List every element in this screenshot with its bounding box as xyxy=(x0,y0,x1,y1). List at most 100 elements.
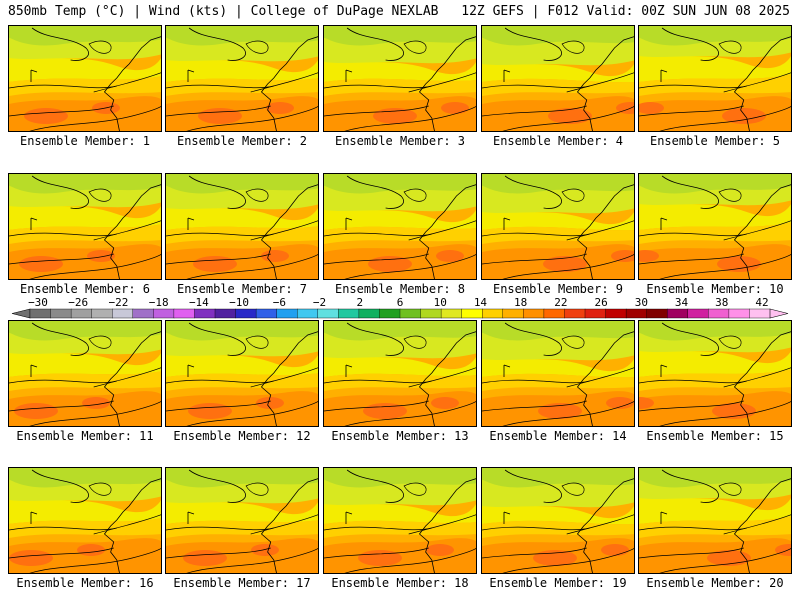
colorbar-segment xyxy=(440,308,463,319)
temperature-field-map xyxy=(639,321,791,426)
ensemble-member-label: Ensemble Member: 13 xyxy=(331,429,469,443)
ensemble-member-map-11 xyxy=(8,320,162,427)
temperature-field-map xyxy=(482,174,634,279)
ensemble-member-label: Ensemble Member: 9 xyxy=(492,282,624,296)
colorbar-segment xyxy=(112,308,134,319)
ensemble-member-label: Ensemble Member: 1 xyxy=(19,134,151,148)
colorbar-segment xyxy=(132,308,154,319)
colorbar-segment xyxy=(91,308,113,319)
colorbar-tick-label: 42 xyxy=(755,296,768,309)
header-valid-time: 12Z GEFS | F012 Valid: 00Z SUN JUN 08 20… xyxy=(461,4,790,19)
temperature-colorbar: −30 −26 −22 −18 −14 −10 −6 −2 2 6 10 14 18 22 26 30 34 38… xyxy=(11,296,789,319)
colorbar-segment xyxy=(153,308,175,319)
colorbar-segment xyxy=(708,308,730,319)
temperature-field-map xyxy=(9,321,161,426)
colorbar-tick-label: 6 xyxy=(397,296,404,309)
colorbar-segment xyxy=(625,308,648,319)
colorbar-segment xyxy=(646,308,668,319)
temperature-field-map xyxy=(9,174,161,279)
colorbar-segment xyxy=(358,308,380,319)
colorbar-segment xyxy=(564,308,586,319)
temperature-field-map xyxy=(166,321,318,426)
temperature-field-map xyxy=(639,468,791,573)
temperature-field-map xyxy=(166,468,318,573)
ensemble-member-map-12 xyxy=(165,320,319,427)
temperature-field-map xyxy=(166,26,318,131)
colorbar-segment xyxy=(543,308,565,319)
colorbar-segment xyxy=(70,308,93,319)
colorbar-segment xyxy=(482,308,504,319)
header-title: 850mb Temp (°C) | Wind (kts) | College o… xyxy=(8,4,439,19)
ensemble-member-label: Ensemble Member: 16 xyxy=(16,576,154,590)
ensemble-member-map-15 xyxy=(638,320,792,427)
temperature-field-map xyxy=(166,174,318,279)
colorbar-tick-label: −14 xyxy=(189,296,209,309)
ensemble-member-map-3 xyxy=(323,25,477,132)
ensemble-member-label: Ensemble Member: 8 xyxy=(334,282,466,296)
ensemble-member-label: Ensemble Member: 20 xyxy=(646,576,784,590)
temperature-field-map xyxy=(482,26,634,131)
temperature-field-map xyxy=(324,26,476,131)
colorbar-tick-label: −2 xyxy=(313,296,326,309)
ensemble-member-map-4 xyxy=(481,25,635,132)
colorbar-segment xyxy=(379,308,401,319)
colorbar-tick-label: 26 xyxy=(594,296,607,309)
temperature-field-map xyxy=(9,26,161,131)
temperature-field-map xyxy=(482,468,634,573)
temperature-field-map xyxy=(482,321,634,426)
colorbar-right-arrow xyxy=(769,308,789,319)
temperature-field-map xyxy=(9,468,161,573)
colorbar-segment xyxy=(605,308,627,319)
colorbar-segment xyxy=(728,308,750,319)
ensemble-member-map-20 xyxy=(638,467,792,574)
ensemble-member-map-16 xyxy=(8,467,162,574)
ensemble-member-map-18 xyxy=(323,467,477,574)
colorbar-tick-label: 22 xyxy=(554,296,567,309)
ensemble-member-map-8 xyxy=(323,173,477,280)
colorbar-segment xyxy=(173,308,195,319)
ensemble-member-label: Ensemble Member: 7 xyxy=(176,282,308,296)
colorbar-segment xyxy=(317,308,339,319)
colorbar-segment xyxy=(461,308,483,319)
ensemble-member-map-5 xyxy=(638,25,792,132)
colorbar-tick-label: 30 xyxy=(635,296,648,309)
ensemble-member-label: Ensemble Member: 10 xyxy=(646,282,784,296)
colorbar-segment xyxy=(399,308,422,319)
ensemble-member-map-9 xyxy=(481,173,635,280)
colorbar-tick-label: 38 xyxy=(715,296,728,309)
colorbar-segment xyxy=(584,308,607,319)
ensemble-member-label: Ensemble Member: 17 xyxy=(173,576,311,590)
ensemble-member-map-17 xyxy=(165,467,319,574)
ensemble-member-label: Ensemble Member: 2 xyxy=(176,134,308,148)
colorbar-segment xyxy=(523,308,545,319)
ensemble-member-map-2 xyxy=(165,25,319,132)
temperature-field-map xyxy=(639,26,791,131)
ensemble-member-label: Ensemble Member: 6 xyxy=(19,282,151,296)
ensemble-member-map-7 xyxy=(165,173,319,280)
colorbar-segment xyxy=(276,308,298,319)
colorbar-tick-label: 10 xyxy=(434,296,447,309)
colorbar-segment xyxy=(338,308,360,319)
colorbar-segment xyxy=(214,308,237,319)
colorbar-tick-label: −18 xyxy=(149,296,169,309)
ensemble-member-map-19 xyxy=(481,467,635,574)
ensemble-member-label: Ensemble Member: 12 xyxy=(173,429,311,443)
colorbar-segment xyxy=(749,308,771,319)
colorbar-tick-label: 34 xyxy=(675,296,689,309)
colorbar-tick-label: −22 xyxy=(109,296,129,309)
ensemble-member-map-1 xyxy=(8,25,162,132)
colorbar-left-arrow xyxy=(11,308,31,319)
temperature-field-map xyxy=(324,468,476,573)
ensemble-member-label: Ensemble Member: 3 xyxy=(334,134,466,148)
ensemble-member-map-13 xyxy=(323,320,477,427)
temperature-field-map xyxy=(639,174,791,279)
colorbar-segment xyxy=(29,308,52,319)
ensemble-member-label: Ensemble Member: 18 xyxy=(331,576,469,590)
colorbar-tick-label: −10 xyxy=(229,296,249,309)
ensemble-member-map-14 xyxy=(481,320,635,427)
colorbar-segment xyxy=(235,308,257,319)
colorbar-tick-label: −6 xyxy=(273,296,286,309)
ensemble-member-map-6 xyxy=(8,173,162,280)
colorbar-tick-label: 18 xyxy=(514,296,527,309)
colorbar-segment xyxy=(420,308,442,319)
